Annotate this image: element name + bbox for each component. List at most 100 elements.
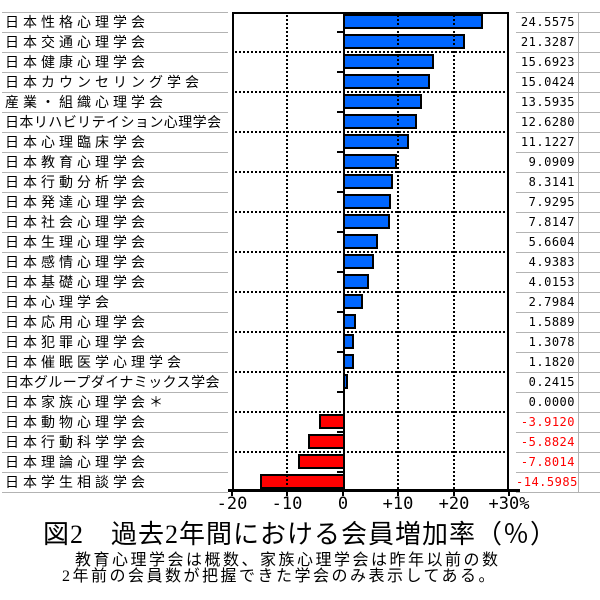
bar-negative [297,454,345,469]
value-label: 1.1820 [516,353,600,373]
category-label: 日本基礎心理学会 [2,273,228,293]
gridline-horizontal [232,451,509,453]
zero-axis-tick [337,311,343,313]
bar-positive [343,294,363,309]
value-label: -7.8014 [516,453,600,473]
category-label: 日本行動分析学会 [2,173,228,193]
values-column-border-line [578,12,579,492]
value-label: 2.7984 [516,293,600,313]
value-label: 9.0909 [516,153,600,173]
category-label: 産業・組織心理学会 [2,93,228,113]
x-axis-label: +20 [438,494,470,514]
category-label: 日本家族心理学会＊ [2,393,228,413]
bar-negative [308,434,345,449]
bar-positive [343,174,394,189]
category-label: 日本応用心理学会 [2,313,228,333]
gridline-vertical [453,12,455,492]
bar-positive [343,214,391,229]
x-axis-tick [342,492,344,496]
category-label: 日本動物心理学会 [2,413,228,433]
value-label: 5.6604 [516,233,600,253]
zero-line [343,12,345,492]
value-label: -5.8824 [516,433,600,453]
category-label: 日本社会心理学会 [2,213,228,233]
value-label: -3.9120 [516,413,600,433]
zero-axis-tick [337,191,343,193]
value-labels-column: 24.5575 21.3287 15.6923 15.0424 13.5935 12.62… [516,12,600,493]
category-label: 日本性格心理学会 [2,13,228,33]
bar-positive [343,254,375,269]
x-axis-tick [508,492,510,496]
gridline-horizontal [232,411,509,413]
chart-title: 図2 過去2年間における会員増加率（％） [42,520,557,549]
chart-footnote: 教育心理学会は概数、家族心理学会は昨年以前の数 2年前の会員数が把握できた学会の… [62,553,501,585]
x-axis-label: +30% [488,494,530,514]
zero-axis-tick [337,431,343,433]
value-label: 4.9383 [516,253,600,273]
value-label: 1.5889 [516,313,600,333]
category-label: 日本催眠医学心理学会 [2,353,228,373]
gridline-horizontal [232,211,509,213]
bar-negative [260,474,345,489]
gridline-vertical [286,12,288,492]
category-label: 日本生理心理学会 [2,233,228,253]
value-label: -14.5985 [516,473,600,493]
bar-positive [343,54,434,69]
x-axis-label: 0 [337,494,349,514]
gridline-horizontal [232,251,509,253]
footnote-line-1: 教育心理学会は概数、家族心理学会は昨年以前の数 [75,552,501,569]
bar-positive [343,234,379,249]
value-label: 21.3287 [516,33,600,53]
zero-axis-tick [337,111,343,113]
value-label: 15.6923 [516,53,600,73]
gridline-vertical [397,12,399,492]
value-label: 15.0424 [516,73,600,93]
gridline-horizontal [232,291,509,293]
category-label: 日本理論心理学会 [2,453,228,473]
value-label: 0.2415 [516,373,600,393]
zero-axis-tick [337,471,343,473]
value-label: 11.1227 [516,133,600,153]
bar-positive [343,94,423,109]
category-labels-column: 日本性格心理学会 日本交通心理学会 日本健康心理学会 日本カウンセリング学会 産業・組織… [2,12,228,493]
category-label: 日本グループダイナミックス学会 [2,373,228,393]
x-axis-line [228,489,520,492]
zero-axis-tick [337,231,343,233]
x-axis-label: +10 [382,494,414,514]
footnote-line-2: 2年前の会員数が把握できた学会のみ表示してある。 [62,568,498,585]
x-axis-tick [453,492,455,496]
value-label: 1.3078 [516,333,600,353]
bar-positive [343,154,398,169]
category-label: 日本犯罪心理学会 [2,333,228,353]
bar-positive [343,114,417,129]
gridline-horizontal [232,91,509,93]
value-label: 4.0153 [516,273,600,293]
category-label: 日本心理臨床学会 [2,133,228,153]
value-label: 7.8147 [516,213,600,233]
value-label: 12.6280 [516,113,600,133]
category-label: 日本感情心理学会 [2,253,228,273]
category-label: 日本教育心理学会 [2,153,228,173]
category-label: 日本カウンセリング学会 [2,73,228,93]
value-label: 8.3141 [516,173,600,193]
x-axis-label: -10 [271,494,303,514]
category-label: 日本発達心理学会 [2,193,228,213]
gridline-horizontal [232,331,509,333]
zero-axis-tick [337,391,343,393]
x-axis-tick [286,492,288,496]
zero-axis-tick [337,271,343,273]
gridline-horizontal [232,51,509,53]
value-label: 24.5575 [516,13,600,33]
bar-positive [343,74,431,89]
zero-axis-tick [337,151,343,153]
category-label: 日本行動科学学会 [2,433,228,453]
gridline-horizontal [232,131,509,133]
gridline-horizontal [232,371,509,373]
bar-negative [319,414,345,429]
bar-positive [343,34,466,49]
zero-axis-tick [337,31,343,33]
zero-axis-tick [337,71,343,73]
category-label: 日本リハビリテイション心理学会 [2,113,228,133]
x-axis-label: -20 [216,494,248,514]
